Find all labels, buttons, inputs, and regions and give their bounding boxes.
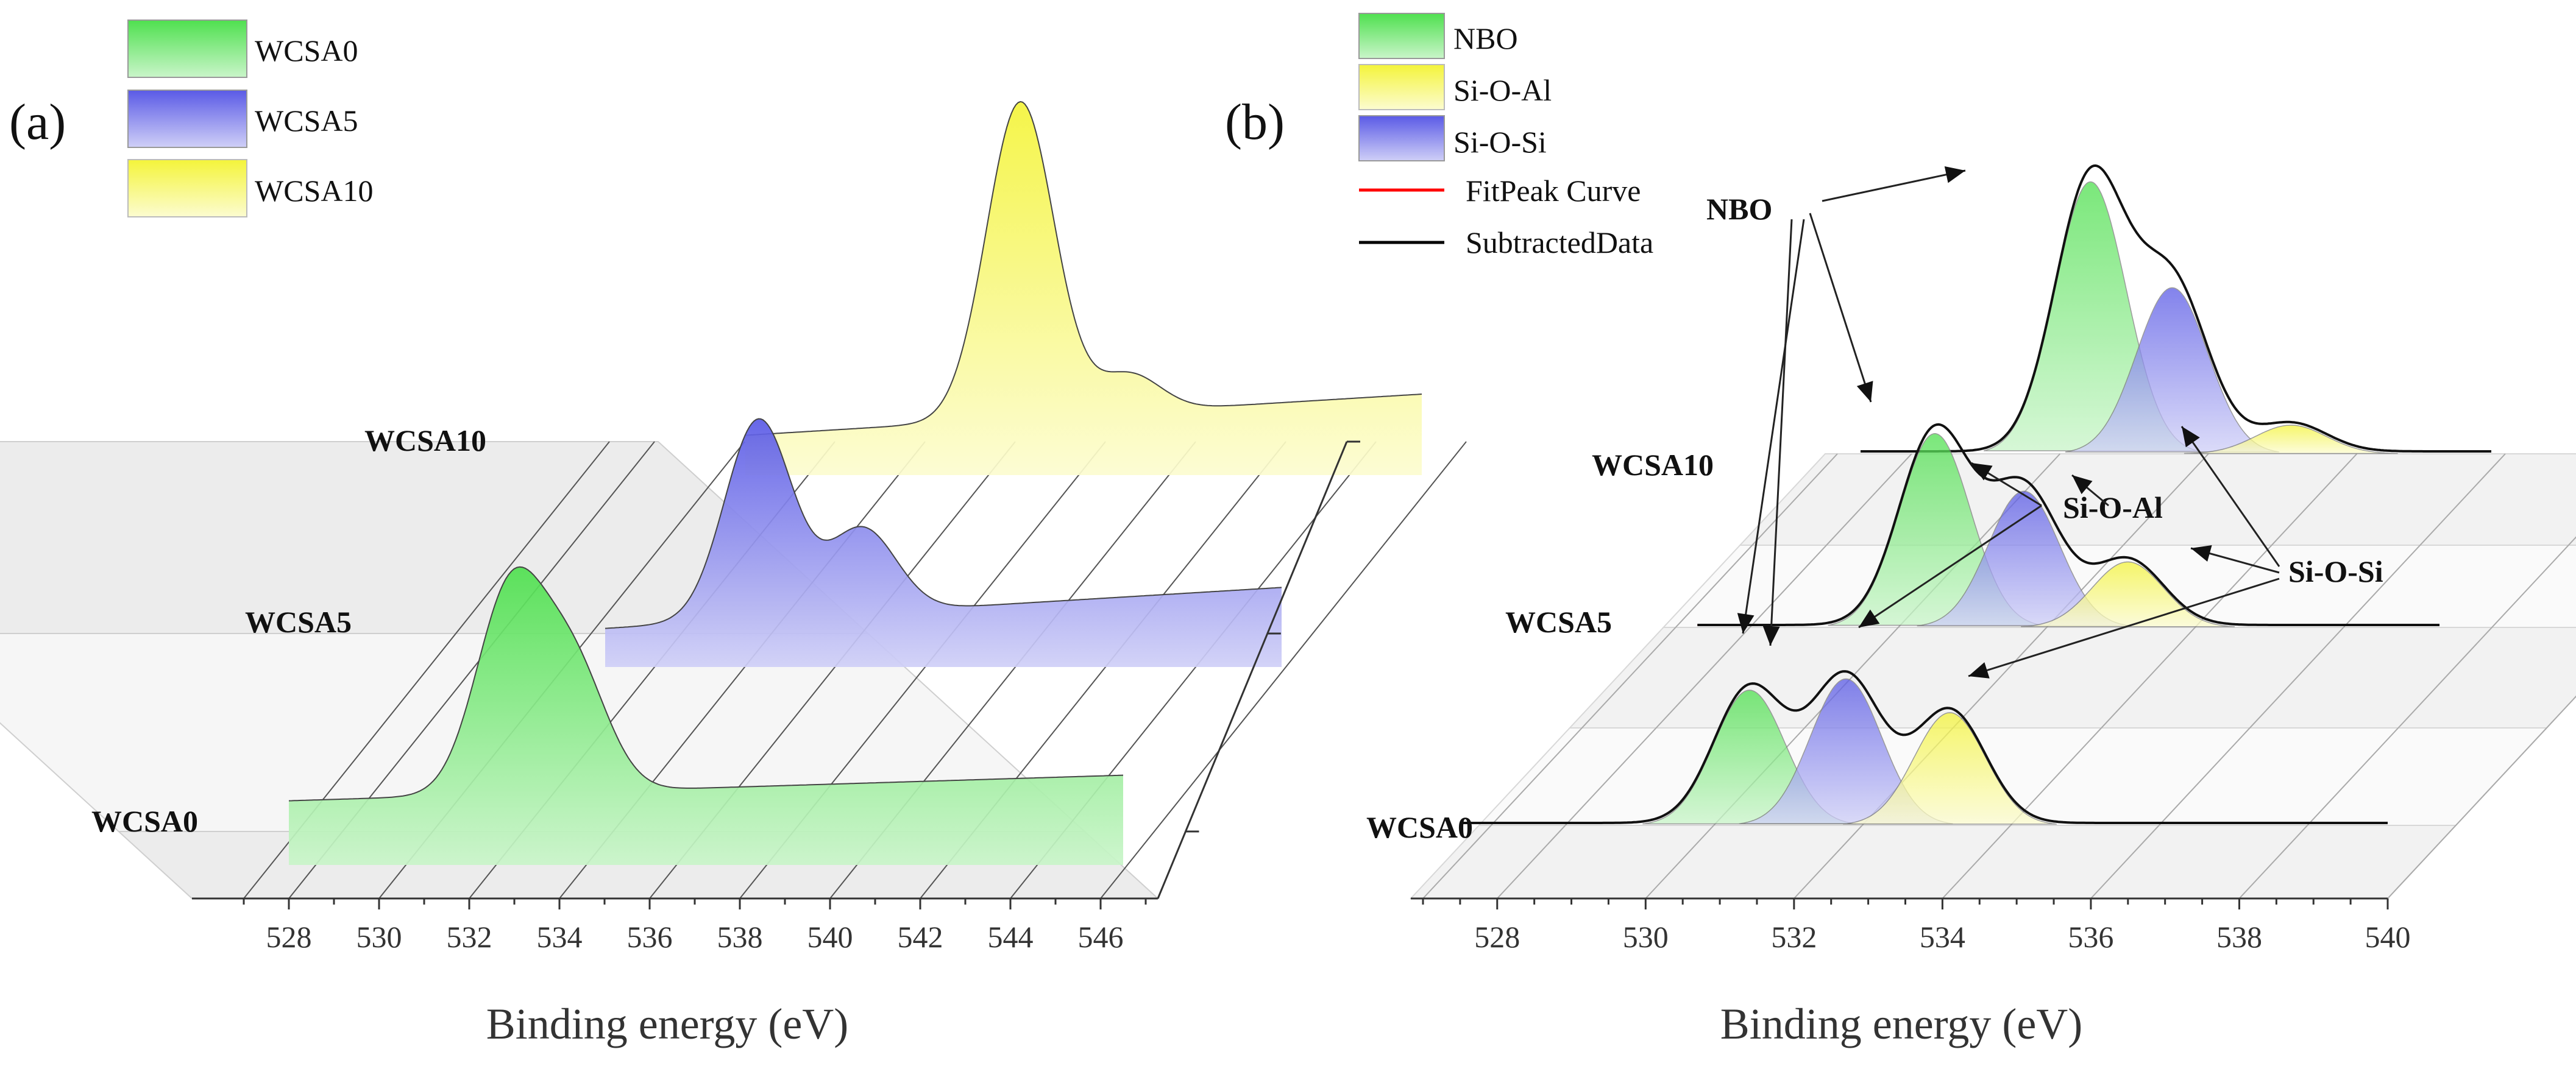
panel-b-annotation-arrow [2180, 426, 2280, 567]
panel-b-gridline [1645, 453, 2061, 899]
legend-label-subtracteddata: SubtractedData [1466, 225, 1653, 259]
annotation-si-o-al: Si-O-Al [2063, 490, 2163, 524]
panel-a-tick-label: 534 [537, 920, 583, 954]
panel-b-annotation-arrowhead [2072, 475, 2093, 495]
panel-b-floor-planes [1409, 453, 2576, 899]
panel-a: (a) 528 530 532 534 536 538 540 542 544 546 Bindi… [0, 19, 1467, 1048]
panel-b-gridline [1422, 453, 1838, 899]
panel-a-x-axis: 528 530 532 534 536 538 540 542 544 546 [192, 440, 1360, 954]
panel-b-tick-label: 540 [2365, 920, 2411, 954]
panel-b-legend: NBO Si-O-Al Si-O-Si FitPeak Curve Subtra… [1358, 13, 1653, 259]
legend-swatch-si-o-si [1358, 115, 1445, 161]
panel-b-tick-label: 536 [2068, 920, 2113, 954]
panel-a-tick-label: 538 [717, 920, 763, 954]
panel-b-annotation-arrowhead [1944, 166, 1965, 183]
panel-a-series-line-wcsa10 [745, 101, 1422, 436]
legend-swatch-wcsa5 [127, 90, 247, 148]
panel-b-annotation-arrow [1968, 577, 2280, 677]
panel-a-series-area-wcsa0 [289, 567, 1123, 865]
panel-b-floor-plane [1409, 825, 2458, 899]
legend-label-si-o-si: Si-O-Si [1453, 125, 1547, 159]
panel-a-legend: WCSA0 WCSA5 WCSA10 [127, 19, 373, 217]
panel-a-series-area-wcsa10 [745, 101, 1422, 475]
panel-a-series-label-wcsa0: WCSA0 [91, 804, 198, 838]
panel-b-annotation-arrowhead [1859, 609, 1880, 627]
panel-b-annotation-arrowhead [1737, 613, 1755, 634]
panel-b-subtracted-data-wcsa5 [1697, 423, 2439, 626]
panel-a-depth-axis [1157, 441, 1348, 899]
panel-a-series-line-wcsa0 [288, 566, 1124, 802]
panel-b-annotation-arrowhead [2191, 545, 2212, 562]
panel-a-series-label-wcsa10: WCSA10 [364, 423, 486, 457]
legend-label-nbo: NBO [1453, 21, 1518, 55]
legend-label-wcsa0: WCSA0 [255, 34, 358, 68]
panel-a-tick-label: 542 [898, 920, 943, 954]
panel-b-annotation-arrowhead [1762, 626, 1780, 646]
panel-b-annotation-arrowhead [1971, 463, 1993, 481]
legend-label-fitpeak-curve: FitPeak Curve [1466, 174, 1641, 208]
panel-b-annotation-arrow [1809, 213, 1872, 403]
panel-b-subtracted-data-wcsa10 [1861, 164, 2491, 453]
panel-b-annotation-arrowhead [1968, 662, 1990, 679]
panel-b-tick-label: 528 [1474, 920, 1520, 954]
panel-b-label: (b) [1225, 94, 1285, 150]
legend-swatch-si-o-al [1358, 64, 1445, 110]
panel-b-gridline [2238, 536, 2576, 899]
panel-b-annotation-arrowhead [2182, 426, 2200, 448]
panel-b-component-si-o-al-wcsa0 [1843, 712, 2057, 825]
panel-b-component-si-o-al-wcsa5 [2021, 561, 2235, 627]
annotation-nbo: NBO [1706, 192, 1772, 226]
panel-b-series [1460, 164, 2491, 825]
panel-a-tick-label: 530 [357, 920, 402, 954]
panel-a-label: (a) [9, 94, 66, 150]
panel-a-series-line-wcsa5 [605, 418, 1282, 629]
panel-a-series [288, 101, 1422, 865]
panel-b-gridline [1497, 453, 1912, 899]
panel-a-tick-label: 528 [266, 920, 312, 954]
panel-b-series-label-wcsa10: WCSA10 [1592, 448, 1714, 482]
panel-b-series-label-wcsa0: WCSA0 [1366, 810, 1473, 844]
panel-a-series-area-wcsa5 [605, 418, 1282, 667]
legend-swatch-wcsa10 [127, 159, 247, 217]
legend-label-wcsa5: WCSA5 [255, 104, 358, 138]
legend-swatch-nbo [1358, 13, 1445, 59]
panel-a-tick-label: 536 [627, 920, 673, 954]
panel-a-tick-label: 540 [807, 920, 853, 954]
panel-b-tick-label: 532 [1771, 920, 1817, 954]
panel-a-x-axis-title: Binding energy (eV) [486, 1000, 849, 1048]
legend-label-si-o-al: Si-O-Al [1453, 73, 1552, 107]
panel-b-x-axis-title: Binding energy (eV) [1720, 1000, 2083, 1048]
panel-a-tick-label: 532 [447, 920, 492, 954]
panel-b-component-si-o-si-wcsa10 [2065, 287, 2279, 453]
panel-b-annotation-arrow [1822, 169, 1966, 202]
panel-a-series-label-wcsa5: WCSA5 [245, 605, 352, 639]
panel-a-tick-label: 544 [988, 920, 1034, 954]
panel-a-tick-label: 546 [1078, 920, 1124, 954]
panel-b-subtracted-data-wcsa0 [1460, 670, 2388, 824]
annotation-si-o-si: Si-O-Si [2288, 554, 2383, 588]
panel-b-tick-label: 538 [2216, 920, 2262, 954]
panel-b-annotation-arrowhead [1856, 381, 1873, 402]
panel-b-tick-label: 534 [1920, 920, 1965, 954]
panel-b-x-axis: 528 530 532 534 536 538 540 [1411, 897, 2411, 954]
panel-b-component-si-o-al-wcsa10 [2184, 425, 2398, 454]
legend-label-wcsa10: WCSA10 [255, 174, 373, 208]
panel-b-annotations: NBO Si-O-Al Si-O-Si [1706, 166, 2383, 679]
legend-swatch-wcsa0 [127, 19, 247, 78]
panel-b-series-label-wcsa5: WCSA5 [1505, 605, 1612, 639]
panel-b-gridline [2090, 453, 2506, 899]
panel-b-annotation-arrow [1769, 219, 1793, 646]
panel-b-tick-label: 530 [1623, 920, 1669, 954]
panel-b-gridline [2387, 695, 2576, 899]
panel-a-gridline [1100, 441, 1467, 899]
panel-b-annotation-arrow [1858, 504, 2042, 629]
panel-b-annotation-arrow [1742, 219, 1805, 634]
panel-b: (b) 528 530 532 534 536 538 540 Binding energy… [1225, 13, 2576, 1048]
